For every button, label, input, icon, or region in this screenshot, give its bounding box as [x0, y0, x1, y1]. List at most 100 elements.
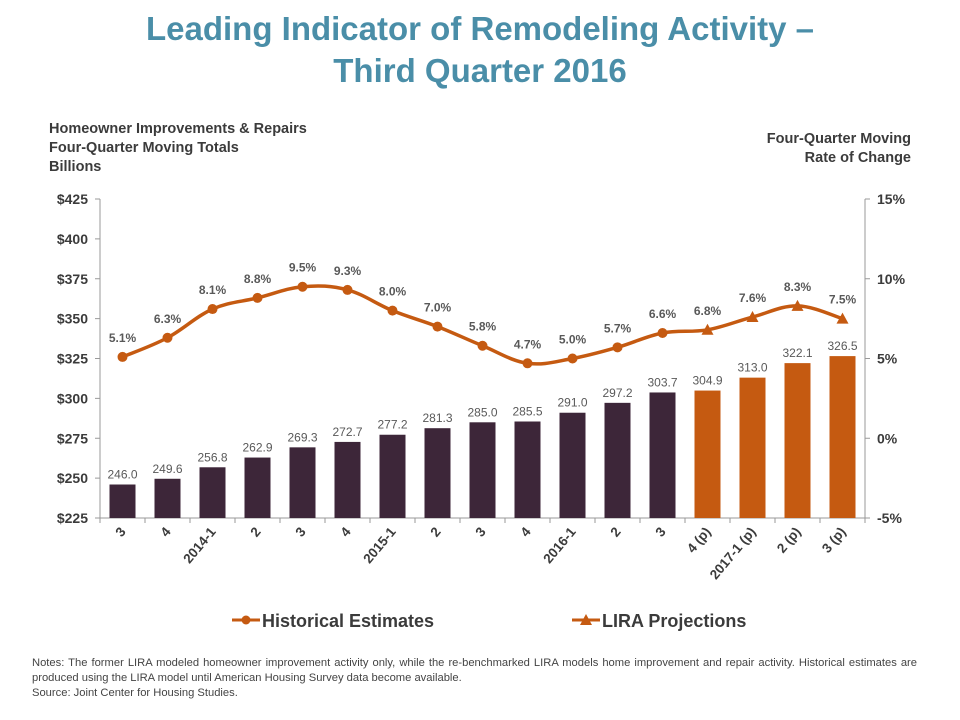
- right-tick-label: 5%: [877, 351, 898, 367]
- left-tick-label: $250: [57, 470, 88, 486]
- historical-marker: [612, 342, 623, 353]
- legend-projection-marker: [580, 614, 592, 625]
- right-axis-title-line: Rate of Change: [804, 150, 911, 166]
- category-label: 3: [292, 524, 309, 540]
- projection-bar: [739, 377, 766, 518]
- category-label: 4 (p): [684, 524, 714, 555]
- rate-label: 7.0%: [424, 301, 452, 315]
- rate-label: 6.6%: [649, 307, 677, 321]
- historical-bar: [559, 412, 586, 518]
- left-tick-label: $325: [57, 351, 88, 367]
- projection-bar: [784, 363, 811, 518]
- bar-value-label: 326.5: [827, 339, 857, 353]
- rate-label: 9.3%: [334, 264, 362, 278]
- rate-label: 5.7%: [604, 321, 632, 335]
- bar-value-label: 272.7: [332, 425, 362, 439]
- bar-value-label: 269.3: [287, 430, 317, 444]
- left-axis-title-line: Billions: [49, 159, 102, 175]
- category-label: 2: [607, 524, 623, 539]
- bar-value-label: 249.6: [152, 462, 182, 476]
- rate-label: 8.1%: [199, 283, 227, 297]
- historical-bar: [199, 467, 226, 518]
- left-axis-title-line: Homeowner Improvements & Repairs: [49, 121, 307, 137]
- bar-value-label: 281.3: [422, 411, 452, 425]
- historical-marker: [207, 304, 218, 315]
- left-tick-label: $300: [57, 390, 88, 406]
- right-tick-label: -5%: [877, 510, 902, 526]
- historical-bar: [154, 478, 181, 518]
- left-tick-label: $350: [57, 311, 88, 327]
- category-label: 4: [337, 524, 354, 540]
- left-axis-title-line: Four-Quarter Moving Totals: [49, 140, 239, 156]
- projection-bar: [829, 356, 856, 518]
- historical-marker: [657, 327, 668, 338]
- category-label: 2 (p): [774, 524, 804, 555]
- historical-bar: [649, 392, 676, 518]
- bar-value-label: 297.2: [602, 386, 632, 400]
- projection-bar: [694, 390, 721, 518]
- bar-value-label: 304.9: [692, 374, 722, 388]
- category-label: 3 (p): [819, 524, 849, 555]
- right-tick-label: 10%: [877, 271, 906, 287]
- bar-value-label: 256.8: [197, 450, 227, 464]
- category-label: 2017-1 (p): [707, 524, 759, 582]
- right-axis-title-line: Four-Quarter Moving: [766, 131, 911, 147]
- rate-label: 8.8%: [244, 272, 272, 286]
- category-label: 2: [247, 524, 263, 539]
- historical-marker: [252, 292, 263, 303]
- rate-label: 8.0%: [379, 285, 407, 299]
- bar-value-label: 277.2: [377, 418, 407, 432]
- bar-value-label: 303.7: [647, 375, 677, 389]
- historical-marker: [297, 281, 308, 292]
- historical-bar: [334, 441, 361, 518]
- title-line-2: Third Quarter 2016: [333, 52, 627, 89]
- category-label: 4: [517, 524, 534, 540]
- notes: Notes: The former LIRA modeled homeowner…: [32, 656, 917, 701]
- historical-marker: [387, 305, 398, 316]
- legend-projection-label: LIRA Projections: [602, 611, 746, 631]
- bar-value-label: 291.0: [557, 396, 587, 410]
- bar-value-label: 322.1: [782, 346, 812, 360]
- left-tick-label: $425: [57, 191, 88, 207]
- rate-label: 9.5%: [289, 261, 317, 275]
- bar-value-label: 262.9: [242, 441, 272, 455]
- rate-label: 5.1%: [109, 331, 137, 345]
- rate-label: 8.3%: [784, 280, 812, 294]
- projection-marker: [836, 312, 849, 324]
- category-label: 4: [157, 524, 174, 540]
- left-tick-label: $225: [57, 510, 88, 526]
- rate-label: 7.6%: [739, 291, 767, 305]
- category-label: 3: [112, 524, 129, 540]
- historical-marker: [342, 284, 353, 295]
- historical-bar: [109, 484, 136, 518]
- projection-marker: [701, 323, 714, 335]
- right-tick-label: 0%: [877, 430, 898, 446]
- category-label: 2: [427, 524, 443, 539]
- legend-historical-marker: [241, 615, 251, 625]
- projection-marker: [791, 299, 804, 311]
- category-label: 2014-1: [180, 524, 219, 566]
- rate-label: 6.3%: [154, 312, 182, 326]
- notes-text: Notes: The former LIRA modeled homeowner…: [32, 657, 917, 684]
- historical-bar: [379, 434, 406, 518]
- historical-marker: [567, 353, 578, 364]
- chart-title: Leading Indicator of Remodeling Activity…: [0, 8, 960, 92]
- historical-bar: [289, 447, 316, 518]
- right-tick-label: 15%: [877, 191, 906, 207]
- historical-marker: [522, 358, 533, 369]
- category-label: 3: [472, 524, 489, 540]
- rate-label: 6.8%: [694, 304, 722, 318]
- left-axis-title: Homeowner Improvements & Repairs Four-Qu…: [49, 120, 307, 177]
- legend-historical-label: Historical Estimates: [262, 611, 434, 631]
- bar-value-label: 285.5: [512, 405, 542, 419]
- historical-marker: [117, 351, 128, 362]
- historical-marker: [162, 332, 173, 343]
- right-axis-title: Four-Quarter Moving Rate of Change: [767, 130, 911, 168]
- historical-marker: [477, 340, 488, 351]
- projection-marker: [746, 311, 759, 323]
- bar-value-label: 313.0: [737, 361, 767, 375]
- historical-marker: [432, 321, 443, 332]
- historical-bar: [604, 402, 631, 518]
- historical-bar: [424, 428, 451, 518]
